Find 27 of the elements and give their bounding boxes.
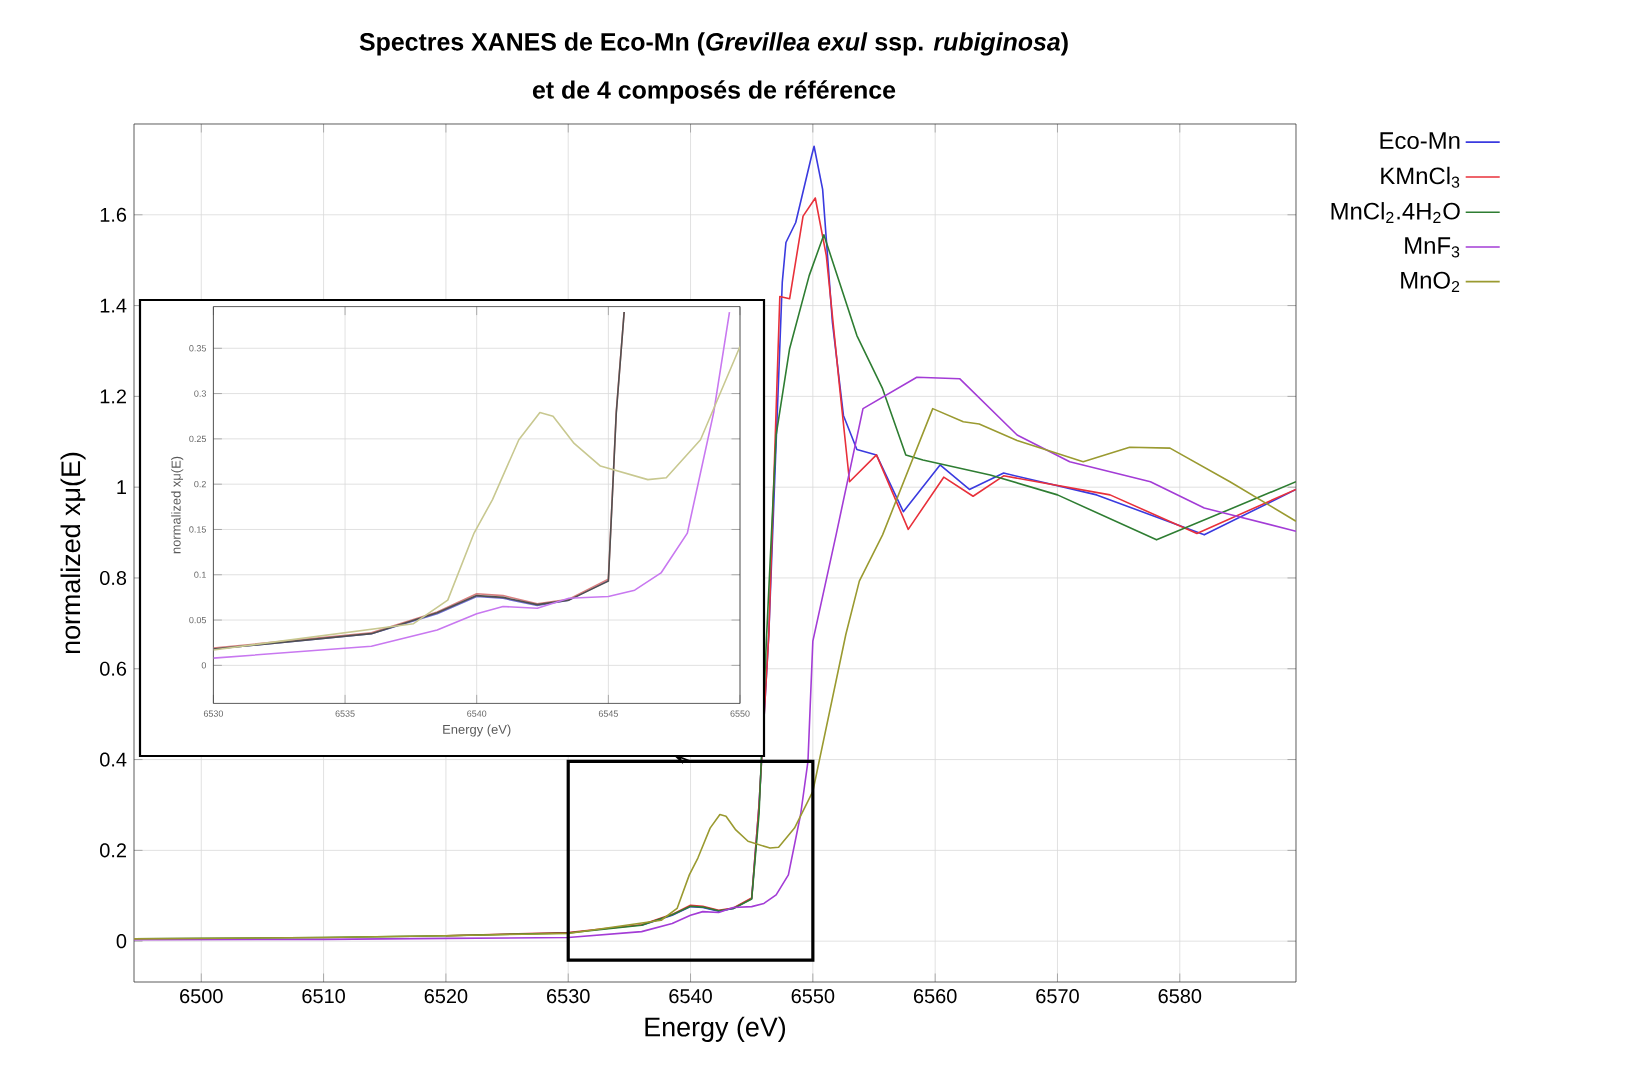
legend-label: MnO$_{2}$ bbox=[1401, 271, 1460, 293]
y-tick-label: 0.8 bbox=[100, 570, 127, 586]
x-tick-label: 6580 bbox=[1158, 989, 1202, 1004]
x-tick-label: 6570 bbox=[1036, 989, 1079, 1004]
y-tick-label: 0.2 bbox=[100, 843, 126, 858]
legend-label: MnCl$_{2}$.4H$_{2}$O bbox=[1331, 202, 1460, 223]
x-tick-label: 6560 bbox=[914, 989, 957, 1004]
legend-label: MnF$_{3}$ bbox=[1405, 237, 1460, 258]
y-tick-label: 1 bbox=[117, 480, 126, 495]
x-tick-label: 6510 bbox=[302, 989, 345, 1004]
y-tick-label: 0 bbox=[116, 934, 127, 949]
legend-label: KMnCl$_{3}$ bbox=[1381, 166, 1460, 188]
y-tick-label: 1.4 bbox=[100, 298, 127, 313]
x-axis-title: Energy (eV) bbox=[645, 1016, 786, 1042]
y-tick-label: 0.6 bbox=[100, 661, 127, 676]
x-tick-label: 6530 bbox=[547, 989, 590, 1004]
chart-subtitle: et de 4 composés de référence bbox=[532, 80, 896, 104]
y-tick-label: 1.2 bbox=[100, 389, 126, 404]
x-tick-label: 6540 bbox=[669, 989, 712, 1004]
chart-title: Spectres XANES de Eco-Mn (Grevillea exul ssp. rubiginosa) bbox=[359, 32, 1068, 56]
x-tick-label: 6500 bbox=[180, 989, 223, 1004]
x-tick-label: 6550 bbox=[791, 989, 835, 1004]
y-tick-label: 0.4 bbox=[100, 752, 127, 767]
legend-label: Eco-Mn bbox=[1380, 132, 1460, 150]
x-tick-label: 6520 bbox=[424, 989, 468, 1004]
y-tick-label: 1.6 bbox=[100, 207, 127, 222]
y-axis-title: normalized xμ(E) bbox=[60, 452, 86, 654]
